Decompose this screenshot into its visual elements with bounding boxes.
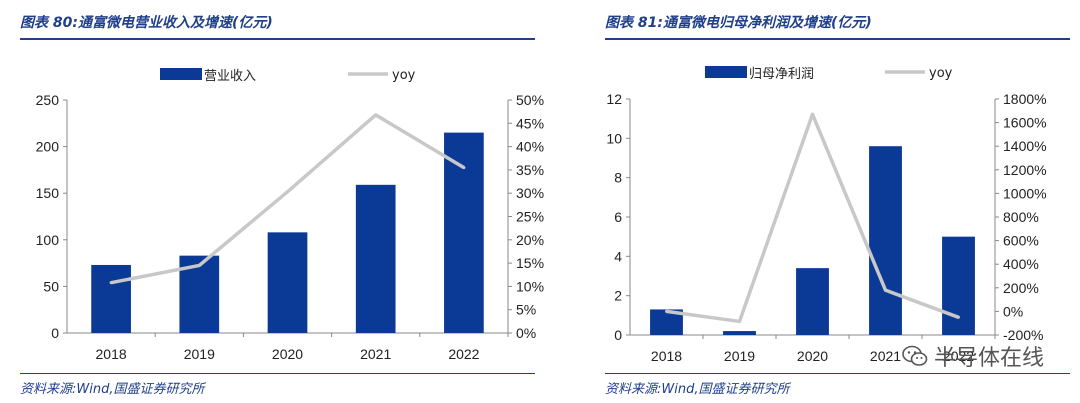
figure-title: 图表 80:通富微电营业收入及增速(亿元) xyxy=(20,15,273,31)
bar xyxy=(869,146,902,335)
legend-bar-label: 营业收入 xyxy=(204,69,256,84)
x-tick-label: 2019 xyxy=(724,348,755,364)
watermark-text: 半导体在线 xyxy=(933,346,1044,371)
y-right-tick-label: 200% xyxy=(1003,280,1039,296)
y-left-tick-label: 100 xyxy=(36,232,60,248)
y-left-tick-label: 50 xyxy=(43,278,59,294)
x-tick-label: 2021 xyxy=(870,348,901,364)
x-tick-label: 2018 xyxy=(96,346,127,362)
y-right-tick-label: 1200% xyxy=(1003,162,1047,178)
legend-bar-label: 归母净利润 xyxy=(749,67,814,82)
revenue-figure-panel: 图表 80:通富微电营业收入及增速(亿元) 0 50 100 150 200 250 0% 5… xyxy=(20,15,544,397)
x-tick-label: 2021 xyxy=(360,346,391,362)
y-left-tick-label: 150 xyxy=(36,185,60,201)
y-right-tick-label: 10% xyxy=(516,278,544,294)
y-left-tick-label: 250 xyxy=(36,92,60,108)
figure-source: 资料来源:Wind,国盛证券研究所 xyxy=(605,382,790,397)
title-rule xyxy=(20,38,535,40)
x-tick-label: 2020 xyxy=(272,346,303,362)
y-left-tick-label: 6 xyxy=(614,209,622,225)
y-right-tick-label: -200% xyxy=(1003,327,1043,343)
yoy-point xyxy=(665,309,668,313)
bar xyxy=(444,132,484,333)
yoy-point xyxy=(197,263,201,267)
y-right-tick-label: 30% xyxy=(516,185,544,201)
y-right-tick-label: 1400% xyxy=(1003,138,1047,154)
yoy-point xyxy=(811,112,814,116)
source-rule xyxy=(605,373,1070,374)
y-left-tick-label: 0 xyxy=(51,325,59,341)
bar xyxy=(355,184,396,333)
y-right-tick-label: 1000% xyxy=(1003,185,1047,201)
y-right-tick-label: 800% xyxy=(1003,209,1039,225)
legend-line-label: yoy xyxy=(929,66,953,81)
y-right-tick-label: 1600% xyxy=(1003,115,1047,131)
figure-title: 图表 81:通富微电归母净利润及增速(亿元) xyxy=(605,15,872,31)
yoy-point xyxy=(957,315,960,319)
y-right-tick-label: 40% xyxy=(516,139,544,155)
title-rule xyxy=(605,38,1070,40)
x-tick-label: 2022 xyxy=(943,348,974,364)
y-right-tick-label: 20% xyxy=(516,232,544,248)
y-left-tick-label: 10 xyxy=(606,130,622,146)
legend-line-label: yoy xyxy=(392,68,416,83)
source-rule xyxy=(20,373,535,374)
bar xyxy=(267,232,308,333)
yoy-point xyxy=(286,190,289,194)
y-right-tick-label: 0% xyxy=(516,325,536,341)
yoy-point xyxy=(109,281,113,285)
y-left-tick-label: 2 xyxy=(614,288,622,304)
yoy-point xyxy=(884,288,887,292)
y-right-tick-label: 5% xyxy=(516,302,536,318)
y-right-tick-label: 0% xyxy=(1003,303,1023,319)
revenue-chart: 0 50 100 150 200 250 0% 5% 10% 15% 20% 25% 30% 35% 40%… xyxy=(36,68,544,362)
legend-bar-swatch xyxy=(160,68,202,80)
y-left-tick-label: 4 xyxy=(614,248,622,264)
x-tick-label: 2019 xyxy=(184,346,215,362)
wechat-icon xyxy=(902,345,928,366)
x-tick-label: 2022 xyxy=(448,346,479,362)
y-right-tick-label: 25% xyxy=(516,209,544,225)
bar xyxy=(942,236,975,335)
yoy-point xyxy=(738,319,741,323)
y-right-tick-label: 400% xyxy=(1003,256,1039,272)
yoy-point xyxy=(374,113,378,117)
y-right-tick-label: 1800% xyxy=(1003,91,1047,107)
net-profit-figure-panel: 图表 81:通富微电归母净利润及增速(亿元) 0 2 4 6 8 10 12 -200% 0% 2… xyxy=(585,0,1080,403)
bar xyxy=(796,268,829,335)
net-profit-chart: 0 2 4 6 8 10 12 -200% 0% 200% 400% 600% 800% 1000% 120… xyxy=(606,66,1047,364)
figure-source: 资料来源:Wind,国盛证券研究所 xyxy=(20,382,205,397)
y-left-tick-label: 12 xyxy=(606,91,622,107)
y-right-tick-label: 45% xyxy=(516,115,544,131)
x-tick-label: 2020 xyxy=(797,348,828,364)
y-right-tick-label: 15% xyxy=(516,255,544,271)
bar xyxy=(723,331,756,335)
y-right-tick-label: 50% xyxy=(516,92,544,108)
y-left-tick-label: 8 xyxy=(614,170,622,186)
y-left-tick-label: 0 xyxy=(614,327,622,343)
bar xyxy=(91,264,131,333)
y-right-tick-label: 600% xyxy=(1003,233,1039,249)
legend-bar-swatch xyxy=(705,66,747,78)
yoy-point xyxy=(462,166,466,170)
y-left-tick-label: 200 xyxy=(36,139,60,155)
y-right-tick-label: 35% xyxy=(516,162,544,178)
watermark: 半导体在线 xyxy=(902,340,1044,372)
x-tick-label: 2018 xyxy=(651,348,682,364)
